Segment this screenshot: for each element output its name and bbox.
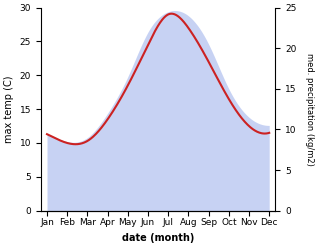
Y-axis label: max temp (C): max temp (C) <box>4 75 14 143</box>
X-axis label: date (month): date (month) <box>122 233 194 243</box>
Y-axis label: med. precipitation (kg/m2): med. precipitation (kg/m2) <box>305 53 314 165</box>
